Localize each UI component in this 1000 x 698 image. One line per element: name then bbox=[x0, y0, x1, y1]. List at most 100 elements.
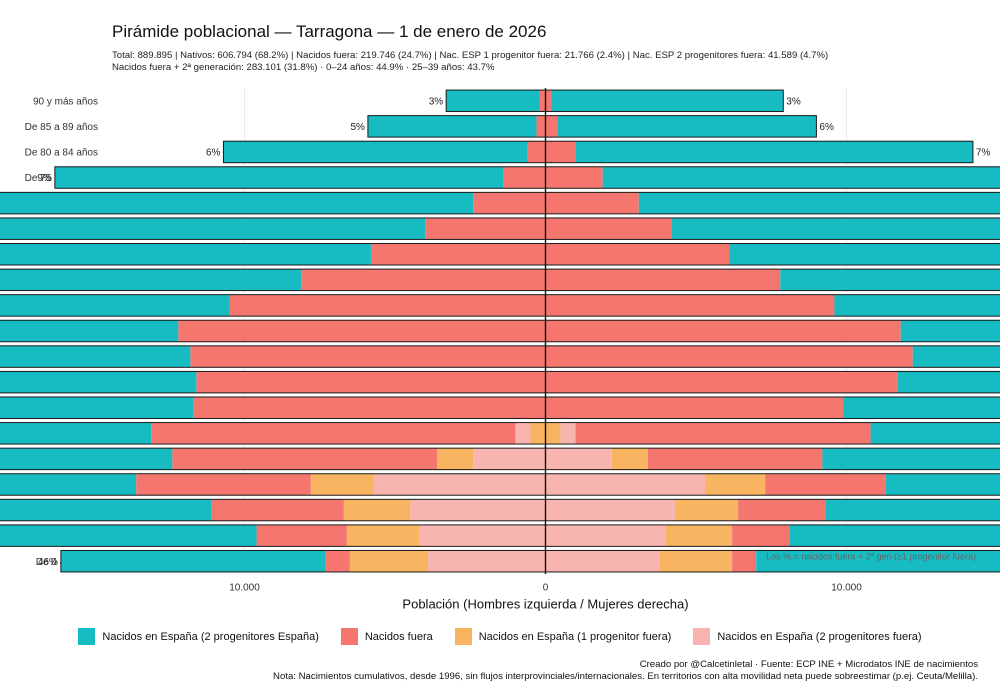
bar-men-foreign-7 bbox=[301, 269, 546, 291]
bar-men-native-3 bbox=[54, 166, 504, 189]
age-label-0: 90 y más años bbox=[33, 96, 98, 107]
bar-women-esp1-15 bbox=[705, 473, 766, 496]
percent-annotation: Los % = nacidos fuera + 2ª gen (≥1 proge… bbox=[766, 551, 976, 561]
x-axis-title: Población (Hombres izquierda / Mujeres d… bbox=[402, 596, 688, 611]
bar-women-esp1-16 bbox=[674, 499, 739, 521]
bar-women-native-3 bbox=[602, 166, 1000, 189]
bar-women-foreign-8 bbox=[545, 294, 835, 317]
bar-women-foreign-6 bbox=[545, 243, 730, 266]
bar-women-native-8 bbox=[834, 294, 1000, 317]
legend-label-native: Nacidos en España (2 progenitores España… bbox=[102, 630, 319, 643]
pct-label-men-2: 6% bbox=[206, 148, 221, 159]
bar-women-native-0 bbox=[551, 90, 784, 112]
bar-women-native-1 bbox=[557, 115, 817, 138]
bar-men-native-8 bbox=[0, 294, 230, 317]
pct-label-men-3: 9% bbox=[37, 173, 52, 184]
bar-men-esp1-16 bbox=[343, 499, 411, 521]
bar-women-foreign-9 bbox=[545, 320, 901, 342]
bar-men-esp2-15 bbox=[373, 473, 546, 496]
bar-women-native-12 bbox=[843, 396, 1000, 419]
bar-women-foreign-18 bbox=[732, 550, 757, 572]
bar-women-foreign-5 bbox=[545, 217, 672, 240]
bar-women-foreign-2 bbox=[545, 141, 576, 163]
bar-men-native-14 bbox=[0, 448, 173, 470]
bar-men-foreign-6 bbox=[370, 243, 546, 266]
bar-women-esp1-14 bbox=[611, 448, 648, 470]
bar-men-native-18 bbox=[60, 550, 326, 572]
bar-women-foreign-12 bbox=[545, 396, 844, 419]
bar-men-native-10 bbox=[0, 345, 191, 368]
bar-men-foreign-5 bbox=[425, 217, 546, 240]
bar-men-native-15 bbox=[0, 473, 137, 496]
bar-women-foreign-13 bbox=[575, 422, 871, 445]
bar-men-esp2-14 bbox=[473, 448, 546, 470]
bar-men-native-1 bbox=[367, 115, 537, 138]
bar-men-native-12 bbox=[0, 396, 194, 419]
bar-women-esp1-17 bbox=[665, 524, 733, 547]
legend-item-esp1: Nacidos en España (1 progenitor fuera) bbox=[454, 628, 672, 645]
bar-men-native-17 bbox=[0, 524, 257, 547]
bar-men-native-0 bbox=[446, 90, 540, 112]
bar-women-foreign-7 bbox=[545, 269, 781, 291]
legend-item-esp2: Nacidos en España (2 progenitores fuera) bbox=[693, 628, 922, 645]
bar-women-native-17 bbox=[789, 524, 1000, 547]
bar-men-esp2-18 bbox=[428, 550, 546, 572]
bar-men-native-5 bbox=[0, 217, 426, 240]
bar-women-esp2-15 bbox=[545, 473, 706, 496]
bar-men-esp1-17 bbox=[346, 524, 420, 547]
bar-women-esp2-13 bbox=[560, 422, 576, 445]
bar-men-foreign-0 bbox=[539, 90, 546, 112]
bar-men-foreign-16 bbox=[211, 499, 344, 521]
bar-women-native-13 bbox=[870, 422, 1000, 445]
bar-men-foreign-4 bbox=[473, 192, 546, 214]
bar-women-esp1-18 bbox=[659, 550, 733, 572]
bar-men-foreign-8 bbox=[229, 294, 546, 317]
chart-title: Pirámide poblacional — Tarragona — 1 de … bbox=[112, 22, 547, 41]
bar-men-esp2-13 bbox=[515, 422, 531, 445]
bar-men-native-13 bbox=[0, 422, 152, 445]
pct-label-women-1: 6% bbox=[819, 122, 834, 133]
pct-label-men-0: 3% bbox=[429, 96, 444, 107]
bar-men-foreign-12 bbox=[193, 396, 546, 419]
bar-women-native-6 bbox=[729, 243, 1000, 266]
bar-men-foreign-1 bbox=[536, 115, 546, 138]
bar-men-foreign-17 bbox=[256, 524, 347, 547]
bar-men-native-6 bbox=[0, 243, 371, 266]
bar-women-native-4 bbox=[638, 192, 1000, 214]
bar-men-esp1-18 bbox=[349, 550, 429, 572]
age-label-2: De 80 a 84 años bbox=[25, 148, 98, 159]
pct-label-men-18: 46% bbox=[38, 557, 58, 568]
legend-swatch-foreign bbox=[340, 628, 358, 645]
bar-women-esp1-13 bbox=[545, 422, 561, 445]
credit-note: Nota: Nacimientos cumulativos, desde 199… bbox=[273, 671, 978, 682]
bar-men-native-7 bbox=[0, 269, 302, 291]
bar-men-foreign-13 bbox=[151, 422, 516, 445]
bar-women-foreign-3 bbox=[545, 166, 603, 189]
legend-label-esp2: Nacidos en España (2 progenitores fuera) bbox=[717, 630, 922, 643]
legend-item-native: Nacidos en España (2 progenitores España… bbox=[78, 628, 319, 645]
bar-men-esp1-15 bbox=[310, 473, 374, 496]
legend: Nacidos en España (2 progenitores España… bbox=[0, 628, 1000, 645]
pct-label-women-2: 7% bbox=[976, 148, 991, 159]
bar-women-foreign-0 bbox=[545, 90, 552, 112]
bar-men-foreign-11 bbox=[196, 371, 546, 393]
bar-men-native-11 bbox=[0, 371, 197, 393]
chart-subtitle-generations: Nacidos fuera + 2ª generación: 283.101 (… bbox=[112, 62, 495, 73]
bar-women-native-18 bbox=[756, 550, 1000, 572]
legend-swatch-esp2 bbox=[693, 628, 711, 645]
bar-men-esp1-13 bbox=[530, 422, 546, 445]
bar-men-esp2-16 bbox=[410, 499, 546, 521]
x-tick-label-2: 0 bbox=[543, 583, 549, 594]
bar-women-native-11 bbox=[897, 371, 1000, 393]
bar-men-native-16 bbox=[0, 499, 212, 521]
legend-label-esp1: Nacidos en España (1 progenitor fuera) bbox=[478, 630, 672, 643]
bar-women-foreign-15 bbox=[765, 473, 886, 496]
bar-women-foreign-16 bbox=[738, 499, 826, 521]
bar-women-native-5 bbox=[671, 217, 1000, 240]
bar-women-native-14 bbox=[822, 448, 1000, 470]
bar-women-esp2-17 bbox=[545, 524, 666, 547]
bar-women-foreign-14 bbox=[647, 448, 823, 470]
bar-women-native-15 bbox=[885, 473, 1000, 496]
bar-men-foreign-14 bbox=[172, 448, 438, 470]
